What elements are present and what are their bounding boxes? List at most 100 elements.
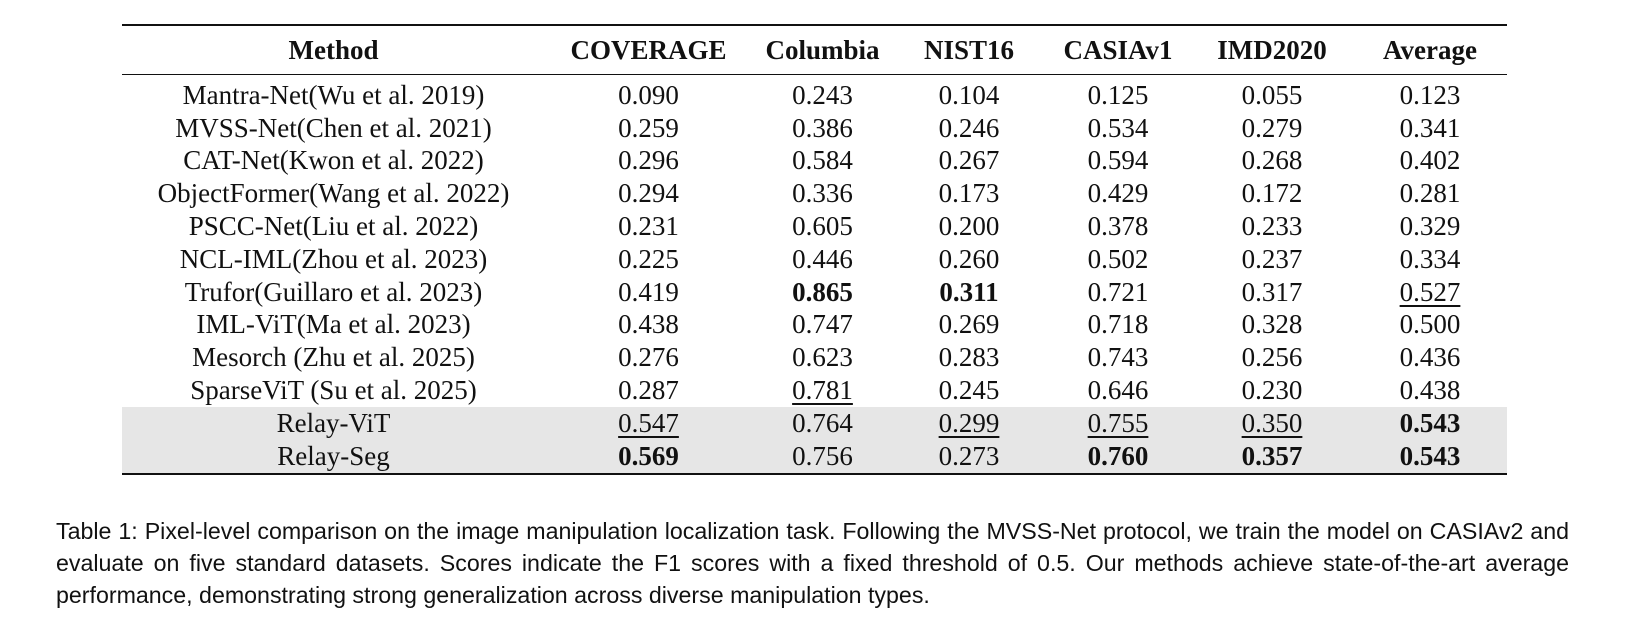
score-cell: 0.245 [893, 374, 1045, 407]
score-cell: 0.259 [545, 112, 752, 145]
score-value: 0.584 [792, 145, 853, 176]
score-value: 0.743 [1087, 342, 1149, 373]
header-nist16: NIST16 [923, 34, 1015, 65]
score-cell: 0.287 [545, 374, 752, 407]
table-caption: Table 1: Pixel-level comparison on the i… [56, 518, 1569, 608]
score-value: 0.246 [938, 112, 1000, 143]
score-cell: 0.760 [1045, 439, 1191, 474]
score-cell: 0.260 [893, 243, 1045, 276]
table-row: MVSS-Net(Chen et al. 2021) 0.259 0.386 0.24… [122, 112, 1507, 145]
score-value: 0.402 [1399, 145, 1461, 176]
score-value: 0.378 [1087, 211, 1149, 242]
score-cell: 0.378 [1045, 210, 1191, 243]
score-cell: 0.336 [752, 177, 893, 210]
table-row: CAT-Net(Kwon et al. 2022) 0.296 0.584 0.267… [122, 145, 1507, 178]
score-cell: 0.341 [1353, 112, 1507, 145]
score-cell: 0.283 [893, 341, 1045, 374]
score-value: 0.350 [1241, 407, 1303, 438]
score-cell: 0.329 [1353, 210, 1507, 243]
score-value: 0.296 [618, 145, 679, 176]
score-cell: 0.269 [893, 309, 1045, 342]
method-cell: Relay-Seg [122, 439, 545, 474]
score-cell: 0.781 [752, 374, 893, 407]
score-value: 0.438 [1399, 375, 1461, 406]
header-imd2020: IMD2020 [1217, 34, 1327, 65]
score-value: 0.243 [792, 79, 853, 110]
score-cell: 0.296 [545, 145, 752, 178]
table-row: IML-ViT(Ma et al. 2023) 0.438 0.747 0.269 0.… [122, 309, 1507, 342]
score-value: 0.334 [1399, 243, 1461, 274]
score-cell: 0.173 [893, 177, 1045, 210]
score-cell: 0.547 [545, 406, 752, 440]
score-value: 0.311 [939, 276, 999, 307]
score-cell: 0.865 [752, 276, 893, 309]
table-row: Trufor(Guillaro et al. 2023) 0.419 0.865 0.… [122, 276, 1507, 309]
score-cell: 0.225 [545, 243, 752, 276]
score-value: 0.231 [618, 211, 679, 242]
score-value: 0.500 [1399, 309, 1461, 340]
method-cell: Mesorch (Zhu et al. 2025) [192, 342, 475, 373]
table-row: Mantra-Net(Wu et al. 2019) 0.090 0.243 0.10… [122, 75, 1507, 112]
score-cell: 0.237 [1191, 243, 1353, 276]
score-cell: 0.438 [1353, 374, 1507, 407]
score-value: 0.256 [1241, 342, 1303, 373]
method-cell: IML-ViT(Ma et al. 2023) [196, 309, 471, 340]
score-cell: 0.721 [1045, 276, 1191, 309]
score-value: 0.329 [1399, 211, 1461, 242]
score-value: 0.299 [938, 407, 1000, 438]
score-value: 0.273 [938, 440, 1000, 471]
score-value: 0.259 [618, 112, 679, 143]
score-value: 0.287 [618, 375, 679, 406]
score-value: 0.756 [792, 440, 853, 471]
score-value: 0.547 [618, 407, 679, 438]
score-value: 0.623 [792, 342, 853, 373]
score-value: 0.534 [1087, 112, 1149, 143]
score-value: 0.336 [792, 178, 853, 209]
score-cell: 0.429 [1045, 177, 1191, 210]
method-cell: CAT-Net(Kwon et al. 2022) [183, 145, 484, 176]
method-cell: ObjectFormer(Wang et al. 2022) [157, 178, 510, 209]
score-value: 0.245 [938, 375, 1000, 406]
table-row: ObjectFormer(Wang et al. 2022) 0.294 0.336… [122, 177, 1507, 210]
score-value: 0.386 [792, 112, 853, 143]
score-value: 0.543 [1399, 407, 1461, 438]
table-row: NCL-IML(Zhou et al. 2023) 0.225 0.446 0.260… [122, 243, 1507, 276]
score-value: 0.268 [1241, 145, 1303, 176]
score-cell: 0.317 [1191, 276, 1353, 309]
table-row: Relay-Seg 0.569 0.756 0.273 0.760 0.357 0.543 [122, 439, 1507, 474]
score-cell: 0.256 [1191, 341, 1353, 374]
score-value: 0.594 [1087, 145, 1149, 176]
table-header-row: Method COVERAGE Columbia NIST16 CASIAv1 … [122, 25, 1507, 75]
score-cell: 0.311 [893, 276, 1045, 309]
score-value: 0.341 [1399, 112, 1461, 143]
score-value: 0.233 [1241, 211, 1303, 242]
score-cell: 0.718 [1045, 309, 1191, 342]
score-cell: 0.419 [545, 276, 752, 309]
score-value: 0.279 [1241, 112, 1303, 143]
score-value: 0.527 [1399, 276, 1461, 307]
table-row: Mesorch (Zhu et al. 2025) 0.276 0.623 0.283… [122, 341, 1507, 374]
score-value: 0.419 [618, 276, 679, 307]
score-cell: 0.328 [1191, 309, 1353, 342]
score-value: 0.747 [792, 309, 853, 340]
score-value: 0.237 [1241, 243, 1303, 274]
score-value: 0.721 [1087, 276, 1149, 307]
score-value: 0.718 [1087, 309, 1149, 340]
score-value: 0.104 [938, 79, 1000, 110]
method-cell: Relay-ViT [122, 406, 545, 440]
score-cell: 0.438 [545, 309, 752, 342]
score-value: 0.173 [938, 178, 1000, 209]
results-table: Method COVERAGE Columbia NIST16 CASIAv1 … [122, 24, 1507, 475]
score-cell: 0.446 [752, 243, 893, 276]
score-cell: 0.123 [1353, 75, 1507, 112]
table-row: Relay-ViT 0.547 0.764 0.299 0.755 0.350 0.543 [122, 406, 1507, 440]
score-cell: 0.764 [752, 406, 893, 440]
header-casiav1: CASIAv1 [1063, 34, 1173, 65]
score-value: 0.328 [1241, 309, 1303, 340]
score-cell: 0.233 [1191, 210, 1353, 243]
score-value: 0.543 [1399, 440, 1461, 471]
method-cell: Mantra-Net(Wu et al. 2019) [182, 79, 485, 110]
score-cell: 0.273 [893, 439, 1045, 474]
score-cell: 0.500 [1353, 309, 1507, 342]
score-cell: 0.402 [1353, 145, 1507, 178]
